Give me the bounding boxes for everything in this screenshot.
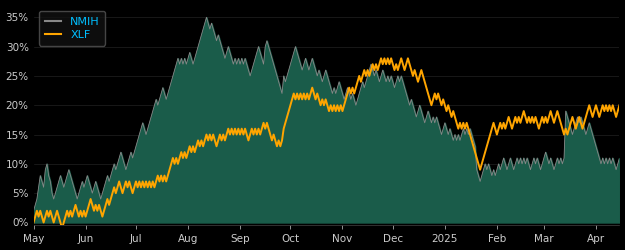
Legend: NMIH, XLF: NMIH, XLF bbox=[39, 11, 106, 46]
